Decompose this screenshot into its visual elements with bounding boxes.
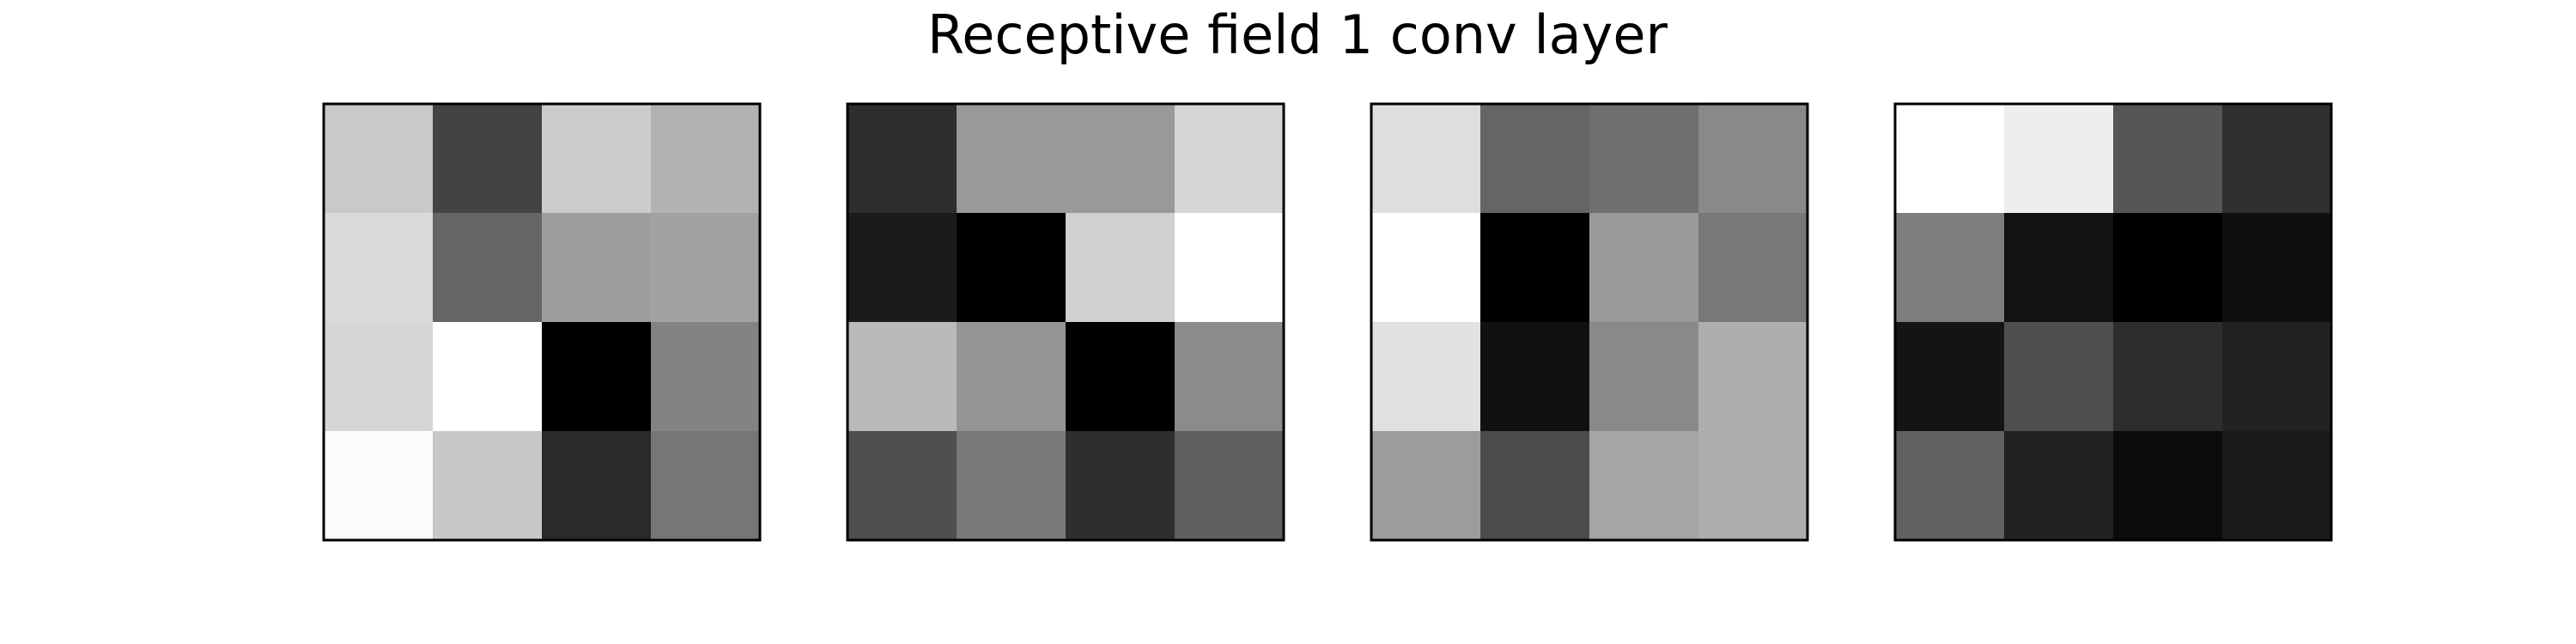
heatmap-cell <box>1175 431 1285 541</box>
heatmap-cell <box>1698 213 1808 323</box>
heatmap-cell <box>1895 104 2005 214</box>
heatmap-cell <box>1480 431 1590 541</box>
heatmap-cell <box>848 213 957 323</box>
heatmap-cell <box>1698 431 1808 541</box>
heatmap-cell <box>1895 431 2005 541</box>
heatmap-cell <box>1589 322 1699 432</box>
heatmap-cell <box>2113 322 2223 432</box>
heatmap-cell <box>2222 213 2332 323</box>
heatmap-cell <box>848 322 957 432</box>
heatmap-cell <box>1371 322 1481 432</box>
heatmap-cell <box>433 431 543 541</box>
heatmap-cell <box>1066 104 1176 214</box>
heatmap-cell <box>1895 322 2005 432</box>
heatmap-cell <box>1480 322 1590 432</box>
heatmap-cell <box>433 104 543 214</box>
heatmap-panel-2 <box>846 102 1285 542</box>
heatmap-cell <box>651 431 761 541</box>
heatmap-cell <box>1066 213 1176 323</box>
figure-title: Receptive field 1 conv layer <box>927 3 1668 66</box>
heatmap-cell <box>542 104 652 214</box>
heatmap-cell <box>957 104 1066 214</box>
heatmap-cell <box>1589 431 1699 541</box>
heatmap-cell <box>651 104 761 214</box>
heatmap-cell <box>542 431 652 541</box>
heatmap-cell <box>1066 431 1176 541</box>
heatmap-cell <box>2113 213 2223 323</box>
heatmap-cell <box>651 213 761 323</box>
heatmap-cell <box>1066 322 1176 432</box>
heatmap-cell <box>1698 322 1808 432</box>
heatmap-cell <box>542 213 652 323</box>
heatmap-panel-3 <box>1370 102 1809 542</box>
heatmap-cell <box>1175 322 1285 432</box>
heatmap-cell <box>1589 104 1699 214</box>
heatmap-cell <box>848 104 957 214</box>
heatmap-cell <box>324 213 434 323</box>
heatmap-cell <box>2004 213 2114 323</box>
heatmap-cell <box>2222 431 2332 541</box>
heatmap-cell <box>1589 213 1699 323</box>
heatmap-cell <box>651 322 761 432</box>
heatmap-cell <box>2113 104 2223 214</box>
panel-frame <box>322 102 762 542</box>
heatmap-cell <box>2004 104 2114 214</box>
heatmap-cell <box>957 213 1066 323</box>
heatmap-cell <box>1371 213 1481 323</box>
heatmap-cell <box>2222 104 2332 214</box>
heatmap-cell <box>1371 431 1481 541</box>
heatmap-cell <box>1480 213 1590 323</box>
heatmap-cell <box>1371 104 1481 214</box>
panel-frame <box>1893 102 2333 542</box>
heatmap-cell <box>957 322 1066 432</box>
heatmap-cell <box>2004 322 2114 432</box>
heatmap-cell <box>324 104 434 214</box>
heatmap-cell <box>1175 213 1285 323</box>
heatmap-cell <box>324 431 434 541</box>
heatmap-cell <box>2222 322 2332 432</box>
heatmap-cell <box>542 322 652 432</box>
heatmap-cell <box>1175 104 1285 214</box>
heatmap-panel-1 <box>322 102 762 542</box>
heatmap-cell <box>1698 104 1808 214</box>
heatmap-cell <box>957 431 1066 541</box>
heatmap-cell <box>1895 213 2005 323</box>
heatmap-cell <box>433 322 543 432</box>
heatmap-cell <box>1480 104 1590 214</box>
heatmap-panel-4 <box>1893 102 2333 542</box>
heatmap-cell <box>433 213 543 323</box>
panel-frame <box>1370 102 1809 542</box>
heatmap-cell <box>848 431 957 541</box>
panel-frame <box>846 102 1285 542</box>
heatmap-cell <box>324 322 434 432</box>
heatmap-panels <box>322 102 2333 542</box>
heatmap-cell <box>2004 431 2114 541</box>
heatmap-cell <box>2113 431 2223 541</box>
